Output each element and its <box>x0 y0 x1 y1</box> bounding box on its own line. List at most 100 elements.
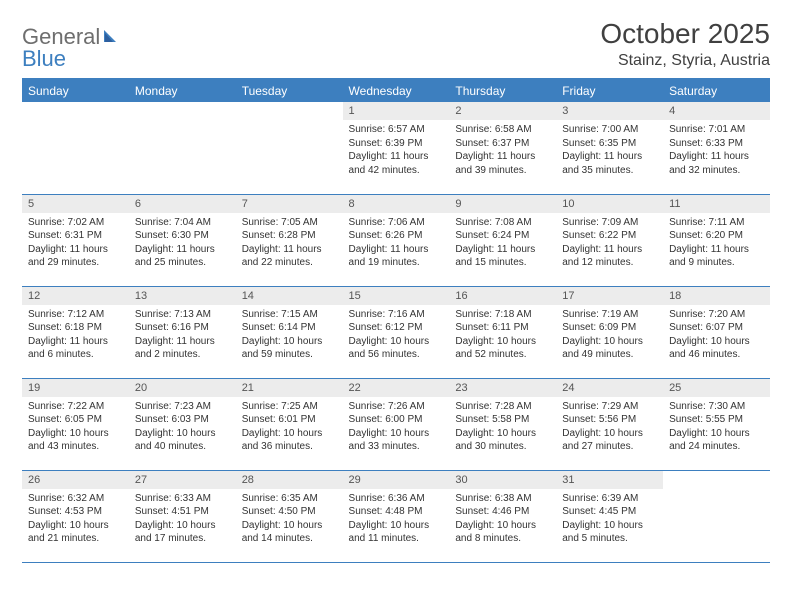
week-row: 19Sunrise: 7:22 AMSunset: 6:05 PMDayligh… <box>22 378 770 470</box>
location: Stainz, Styria, Austria <box>600 52 770 70</box>
day-details: Sunrise: 7:08 AMSunset: 6:24 PMDaylight:… <box>449 213 556 274</box>
daylight: Daylight: 11 hours and 2 minutes. <box>135 335 230 362</box>
day-number: 14 <box>236 287 343 305</box>
daylight: Daylight: 11 hours and 32 minutes. <box>669 150 764 177</box>
day-details: Sunrise: 7:01 AMSunset: 6:33 PMDaylight:… <box>663 120 770 181</box>
sunset: Sunset: 6:33 PM <box>669 137 764 151</box>
sunset: Sunset: 6:16 PM <box>135 321 230 335</box>
day-cell: 31Sunrise: 6:39 AMSunset: 4:45 PMDayligh… <box>556 470 663 562</box>
day-cell <box>22 102 129 194</box>
day-details: Sunrise: 7:12 AMSunset: 6:18 PMDaylight:… <box>22 305 129 366</box>
sunset: Sunset: 6:18 PM <box>28 321 123 335</box>
day-number: 23 <box>449 379 556 397</box>
day-cell: 16Sunrise: 7:18 AMSunset: 6:11 PMDayligh… <box>449 286 556 378</box>
day-cell <box>236 102 343 194</box>
day-cell <box>129 102 236 194</box>
logo-word2: Blue <box>22 46 66 71</box>
sunrise: Sunrise: 7:02 AM <box>28 216 123 230</box>
daylight: Daylight: 10 hours and 49 minutes. <box>562 335 657 362</box>
sunset: Sunset: 4:51 PM <box>135 505 230 519</box>
day-number <box>129 102 236 108</box>
sunrise: Sunrise: 7:15 AM <box>242 308 337 322</box>
day-header: Tuesday <box>236 79 343 102</box>
day-cell: 25Sunrise: 7:30 AMSunset: 5:55 PMDayligh… <box>663 378 770 470</box>
sunrise: Sunrise: 7:06 AM <box>349 216 444 230</box>
day-details: Sunrise: 7:30 AMSunset: 5:55 PMDaylight:… <box>663 397 770 458</box>
title-block: October 2025 Stainz, Styria, Austria <box>600 18 770 70</box>
week-row: 12Sunrise: 7:12 AMSunset: 6:18 PMDayligh… <box>22 286 770 378</box>
sunrise: Sunrise: 6:38 AM <box>455 492 550 506</box>
sunset: Sunset: 6:28 PM <box>242 229 337 243</box>
day-header: Monday <box>129 79 236 102</box>
daylight: Daylight: 10 hours and 36 minutes. <box>242 427 337 454</box>
sunrise: Sunrise: 6:58 AM <box>455 123 550 137</box>
sunset: Sunset: 5:58 PM <box>455 413 550 427</box>
sunset: Sunset: 4:46 PM <box>455 505 550 519</box>
day-cell: 13 Sunrise: 7:13 AMSunset: 6:16 PMDayligh… <box>129 286 236 378</box>
daylight: Daylight: 11 hours and 25 minutes. <box>135 243 230 270</box>
sunset: Sunset: 6:26 PM <box>349 229 444 243</box>
sail-icon <box>102 26 122 48</box>
day-cell: 29Sunrise: 6:36 AMSunset: 4:48 PMDayligh… <box>343 470 450 562</box>
day-number: 28 <box>236 471 343 489</box>
day-number: 2 <box>449 102 556 120</box>
daylight: Daylight: 10 hours and 24 minutes. <box>669 427 764 454</box>
daylight: Daylight: 10 hours and 11 minutes. <box>349 519 444 546</box>
calendar-body: 1Sunrise: 6:57 AMSunset: 6:39 PMDaylight… <box>22 102 770 562</box>
day-details: Sunrise: 6:57 AMSunset: 6:39 PMDaylight:… <box>343 120 450 181</box>
day-header: Thursday <box>449 79 556 102</box>
day-number: 25 <box>663 379 770 397</box>
week-row: 5Sunrise: 7:02 AMSunset: 6:31 PMDaylight… <box>22 194 770 286</box>
daylight: Daylight: 11 hours and 39 minutes. <box>455 150 550 177</box>
sunrise: Sunrise: 6:32 AM <box>28 492 123 506</box>
daylight: Daylight: 10 hours and 52 minutes. <box>455 335 550 362</box>
day-cell: 12Sunrise: 7:12 AMSunset: 6:18 PMDayligh… <box>22 286 129 378</box>
day-cell: 26Sunrise: 6:32 AMSunset: 4:53 PMDayligh… <box>22 470 129 562</box>
day-number: 4 <box>663 102 770 120</box>
day-number: 3 <box>556 102 663 120</box>
day-number: 22 <box>343 379 450 397</box>
sunset: Sunset: 6:07 PM <box>669 321 764 335</box>
sunrise: Sunrise: 7:12 AM <box>28 308 123 322</box>
header: General Blue October 2025 Stainz, Styria… <box>22 18 770 70</box>
daylight: Daylight: 11 hours and 22 minutes. <box>242 243 337 270</box>
daylight: Daylight: 10 hours and 59 minutes. <box>242 335 337 362</box>
day-cell: 22Sunrise: 7:26 AMSunset: 6:00 PMDayligh… <box>343 378 450 470</box>
day-cell: 8Sunrise: 7:06 AMSunset: 6:26 PMDaylight… <box>343 194 450 286</box>
day-number: 18 <box>663 287 770 305</box>
day-number: 30 <box>449 471 556 489</box>
sunrise: Sunrise: 7:20 AM <box>669 308 764 322</box>
day-number: 13 <box>129 287 236 305</box>
sunset: Sunset: 6:09 PM <box>562 321 657 335</box>
day-details: Sunrise: 6:38 AMSunset: 4:46 PMDaylight:… <box>449 489 556 550</box>
day-number: 5 <box>22 195 129 213</box>
day-cell: 23Sunrise: 7:28 AMSunset: 5:58 PMDayligh… <box>449 378 556 470</box>
daylight: Daylight: 10 hours and 33 minutes. <box>349 427 444 454</box>
day-details: Sunrise: 7:11 AMSunset: 6:20 PMDaylight:… <box>663 213 770 274</box>
day-cell: 5Sunrise: 7:02 AMSunset: 6:31 PMDaylight… <box>22 194 129 286</box>
day-cell: 20Sunrise: 7:23 AMSunset: 6:03 PMDayligh… <box>129 378 236 470</box>
day-number: 10 <box>556 195 663 213</box>
calendar-head: SundayMondayTuesdayWednesdayThursdayFrid… <box>22 79 770 102</box>
daylight: Daylight: 11 hours and 42 minutes. <box>349 150 444 177</box>
day-cell: 3Sunrise: 7:00 AMSunset: 6:35 PMDaylight… <box>556 102 663 194</box>
sunrise: Sunrise: 7:13 AM <box>135 308 230 322</box>
day-cell: 4Sunrise: 7:01 AMSunset: 6:33 PMDaylight… <box>663 102 770 194</box>
sunset: Sunset: 6:12 PM <box>349 321 444 335</box>
sunset: Sunset: 6:05 PM <box>28 413 123 427</box>
day-details: Sunrise: 7:23 AMSunset: 6:03 PMDaylight:… <box>129 397 236 458</box>
sunrise: Sunrise: 7:30 AM <box>669 400 764 414</box>
day-cell: 30Sunrise: 6:38 AMSunset: 4:46 PMDayligh… <box>449 470 556 562</box>
day-details: Sunrise: 6:39 AMSunset: 4:45 PMDaylight:… <box>556 489 663 550</box>
day-details: Sunrise: 7:06 AMSunset: 6:26 PMDaylight:… <box>343 213 450 274</box>
sunrise: Sunrise: 7:08 AM <box>455 216 550 230</box>
daylight: Daylight: 11 hours and 15 minutes. <box>455 243 550 270</box>
day-details: Sunrise: 7:25 AMSunset: 6:01 PMDaylight:… <box>236 397 343 458</box>
day-details: Sunrise: 6:58 AMSunset: 6:37 PMDaylight:… <box>449 120 556 181</box>
sunrise: Sunrise: 7:16 AM <box>349 308 444 322</box>
day-number: 7 <box>236 195 343 213</box>
day-cell: 15Sunrise: 7:16 AMSunset: 6:12 PMDayligh… <box>343 286 450 378</box>
day-details: Sunrise: 7:19 AMSunset: 6:09 PMDaylight:… <box>556 305 663 366</box>
day-cell: 24Sunrise: 7:29 AMSunset: 5:56 PMDayligh… <box>556 378 663 470</box>
day-header: Friday <box>556 79 663 102</box>
